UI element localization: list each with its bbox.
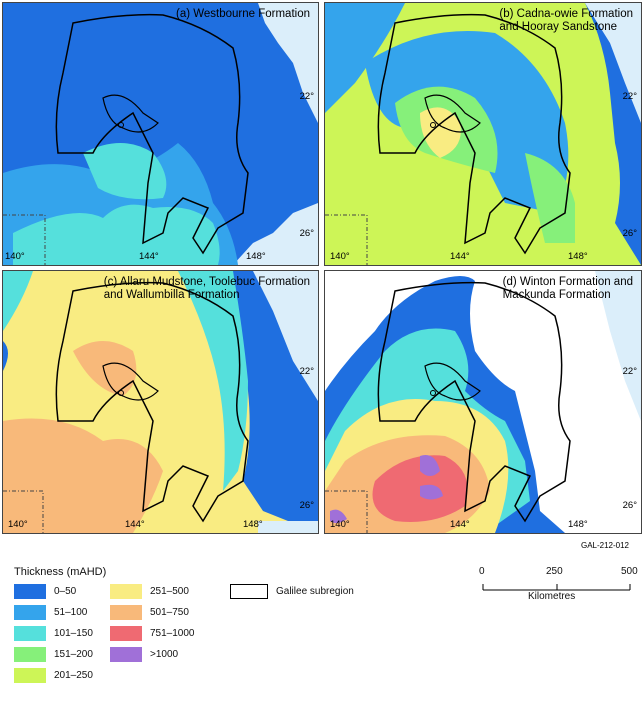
map-panel-allaru: (c) Allaru Mudstone, Toolebuc Formation … (2, 270, 319, 534)
legend-item: 0–50 (14, 583, 76, 599)
map-panel-cadna-owie: (b) Cadna-owie Formation and Hooray Sand… (324, 2, 642, 266)
scale-tick-label: 500 (621, 566, 638, 577)
legend-item: 251–500 (110, 583, 189, 599)
map-panel-winton: (d) Winton Formation and Mackunda Format… (324, 270, 642, 534)
latitude-label: 22° (299, 366, 314, 377)
scale-bar: 0 250 500 Kilometres (479, 566, 638, 616)
legend-swatch (110, 646, 142, 662)
legend-swatch (14, 625, 46, 641)
thickness-map-cadna-owie (325, 3, 641, 265)
latitude-label: 26° (299, 228, 314, 239)
legend-item: 501–750 (110, 604, 189, 620)
legend-label: Galilee subregion (276, 585, 354, 597)
latitude-label: 22° (622, 366, 637, 377)
longitude-label: 140° (5, 251, 25, 262)
longitude-label: 140° (330, 519, 350, 530)
latitude-label: 26° (299, 500, 314, 511)
latitude-label: 22° (299, 91, 314, 102)
legend-label: 501–750 (150, 606, 189, 618)
longitude-label: 144° (139, 251, 159, 262)
legend-title: Thickness (mAHD) (14, 566, 107, 578)
figure-code: GAL-212-012 (580, 541, 629, 550)
longitude-label: 148° (568, 251, 588, 262)
longitude-label: 144° (450, 519, 470, 530)
thickness-map-westbourne (3, 3, 318, 265)
panel-title: (d) Winton Formation and Mackunda Format… (502, 276, 633, 301)
legend-item: 151–200 (14, 646, 93, 662)
thickness-map-winton (325, 271, 641, 533)
legend-swatch (14, 604, 46, 620)
legend-label: 101–150 (54, 627, 93, 639)
latitude-label: 22° (622, 91, 637, 102)
latitude-label: 26° (622, 500, 637, 511)
scale-tick-label: 0 (479, 566, 485, 577)
thickness-map-allaru (3, 271, 318, 533)
legend-swatch (110, 604, 142, 620)
longitude-label: 148° (246, 251, 266, 262)
legend-item: 751–1000 (110, 625, 195, 641)
legend-item: >1000 (110, 646, 178, 662)
longitude-label: 148° (568, 519, 588, 530)
map-panel-westbourne: (a) Westbourne Formation 22° 26° 140° 14… (2, 2, 319, 266)
legend-label: >1000 (150, 648, 179, 660)
longitude-label: 140° (8, 519, 28, 530)
longitude-label: 144° (450, 251, 470, 262)
longitude-label: 144° (125, 519, 145, 530)
latitude-label: 26° (622, 228, 637, 239)
legend-label: 251–500 (150, 585, 189, 597)
legend-label: 201–250 (54, 669, 93, 681)
legend-swatch (14, 667, 46, 683)
legend-item: 201–250 (14, 667, 93, 683)
legend-item-galilee: Galilee subregion (230, 583, 354, 599)
scale-unit: Kilometres (528, 591, 576, 602)
legend-item: 101–150 (14, 625, 93, 641)
panel-title: (c) Allaru Mudstone, Toolebuc Formation … (103, 276, 310, 301)
legend-swatch (14, 583, 46, 599)
legend-label: 151–200 (54, 648, 93, 660)
panel-title: (b) Cadna-owie Formation and Hooray Sand… (499, 8, 633, 33)
longitude-label: 140° (330, 251, 350, 262)
panel-title: (a) Westbourne Formation (175, 8, 310, 20)
legend-item: 51–100 (14, 604, 87, 620)
legend-swatch (110, 583, 142, 599)
legend-label: 751–1000 (150, 627, 195, 639)
scale-bar-line (482, 584, 631, 591)
galilee-boundary-swatch (230, 583, 268, 599)
legend-label: 51–100 (54, 606, 88, 618)
longitude-label: 148° (243, 519, 263, 530)
scale-tick-label: 250 (546, 566, 563, 577)
legend-label: 0–50 (54, 585, 77, 597)
legend-swatch (110, 625, 142, 641)
legend-swatch (14, 646, 46, 662)
